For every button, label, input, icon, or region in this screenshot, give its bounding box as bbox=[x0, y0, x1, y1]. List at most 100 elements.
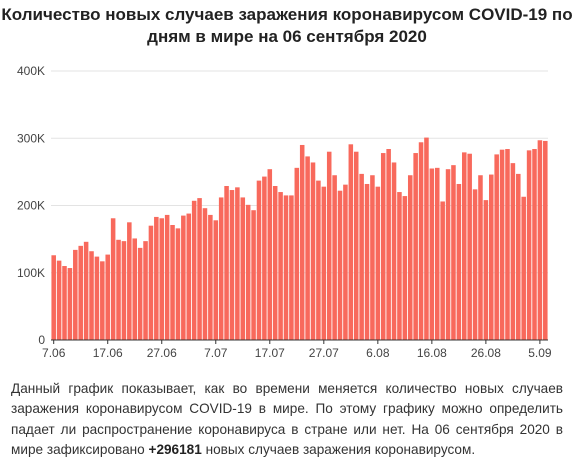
x-tick-label: 16.08 bbox=[417, 346, 447, 360]
bar bbox=[532, 149, 537, 340]
chart-title-line-1: Количество новых случаев заражения корон… bbox=[1, 5, 573, 24]
bar bbox=[467, 153, 472, 340]
bar bbox=[78, 245, 83, 340]
bar bbox=[310, 162, 316, 340]
bar bbox=[127, 222, 132, 340]
bar bbox=[494, 154, 499, 340]
bar bbox=[397, 192, 402, 340]
bar bbox=[424, 137, 429, 340]
bar bbox=[299, 144, 305, 340]
bar bbox=[343, 184, 348, 340]
bar bbox=[132, 238, 137, 340]
chart-description: Данный график показывает, как во времени… bbox=[11, 379, 563, 461]
bar bbox=[235, 187, 240, 340]
bar bbox=[89, 251, 94, 340]
x-tick-label: 6.08 bbox=[366, 346, 390, 360]
bar bbox=[213, 220, 219, 340]
bar bbox=[505, 149, 510, 340]
bar bbox=[316, 180, 321, 340]
bar bbox=[526, 150, 532, 340]
bar bbox=[256, 180, 262, 340]
bar bbox=[537, 140, 543, 340]
bar bbox=[202, 208, 208, 340]
bar bbox=[510, 163, 516, 340]
bar bbox=[348, 144, 354, 340]
bar bbox=[121, 241, 127, 340]
bar bbox=[337, 190, 343, 340]
bar bbox=[245, 204, 251, 340]
bar bbox=[445, 169, 451, 340]
bar bbox=[251, 210, 256, 340]
bar bbox=[294, 167, 300, 340]
bar bbox=[429, 168, 435, 340]
bar bbox=[364, 183, 370, 340]
bar bbox=[110, 218, 116, 340]
bar bbox=[418, 142, 424, 340]
y-tick-label: 200K bbox=[17, 199, 45, 213]
bar bbox=[407, 175, 413, 340]
bar bbox=[100, 261, 105, 340]
bar bbox=[83, 241, 89, 340]
bar bbox=[62, 266, 67, 340]
x-tick-label: 17.07 bbox=[255, 346, 285, 360]
bar bbox=[434, 167, 440, 340]
bar bbox=[164, 214, 170, 340]
bar bbox=[332, 175, 337, 340]
bar bbox=[472, 189, 478, 340]
bar bbox=[483, 200, 489, 340]
x-tick-label: 26.08 bbox=[471, 346, 501, 360]
x-axis-ticks: 7.06 17.06 27.06 7.07 17.07 27.07 6.08 16.08 26.… bbox=[42, 340, 552, 360]
bar bbox=[326, 151, 332, 340]
bar bbox=[159, 218, 165, 340]
bar bbox=[380, 153, 386, 340]
bar bbox=[272, 186, 278, 340]
bar bbox=[478, 175, 483, 340]
bar bbox=[181, 215, 186, 340]
y-tick-label: 300K bbox=[17, 131, 45, 145]
bar bbox=[456, 183, 462, 340]
bar bbox=[267, 169, 273, 340]
bar bbox=[175, 228, 181, 340]
bar bbox=[197, 198, 202, 340]
description-text-after: новых случаев заражения коронавирусом. bbox=[201, 442, 476, 458]
chart-title: Количество новых случаев заражения корон… bbox=[0, 4, 574, 48]
chart-title-line-2: дням в мире на 06 сентября 2020 bbox=[147, 27, 427, 46]
bar bbox=[489, 174, 494, 340]
bar bbox=[440, 201, 445, 340]
bar bbox=[305, 156, 310, 340]
bar bbox=[353, 151, 359, 340]
bar bbox=[359, 173, 364, 340]
bar bbox=[391, 162, 397, 340]
bar bbox=[148, 225, 154, 340]
bar bbox=[499, 149, 505, 340]
bar bbox=[229, 190, 235, 340]
bar bbox=[521, 196, 526, 340]
description-text-before: Данный график показывает, как во времени… bbox=[11, 381, 563, 458]
bar bbox=[262, 176, 267, 340]
x-tick-label: 27.07 bbox=[309, 346, 339, 360]
bar bbox=[402, 196, 408, 340]
bar bbox=[462, 152, 467, 340]
bar bbox=[321, 186, 327, 340]
x-tick-label: 7.06 bbox=[42, 346, 66, 360]
bar bbox=[73, 249, 78, 340]
bar bbox=[451, 165, 456, 340]
bar bbox=[224, 186, 229, 340]
bar bbox=[543, 140, 548, 340]
bar bbox=[51, 255, 56, 340]
bar bbox=[94, 256, 100, 340]
bar bbox=[191, 200, 197, 340]
bar bbox=[137, 247, 143, 340]
bar bbox=[116, 239, 121, 340]
bar bbox=[186, 213, 192, 340]
bar bbox=[154, 216, 159, 340]
bar bbox=[278, 192, 283, 340]
x-tick-label: 5.09 bbox=[528, 346, 552, 360]
bar bbox=[289, 195, 294, 340]
y-tick-label: 100K bbox=[17, 266, 45, 280]
bar-chart: 0 100K 200K 300K 400K 7.06 17.06 27.06 7.07 17.0… bbox=[17, 64, 552, 360]
bars bbox=[51, 137, 548, 340]
x-tick-label: 7.07 bbox=[204, 346, 228, 360]
new-cases-count: +296181 bbox=[148, 442, 202, 458]
bar bbox=[67, 268, 73, 340]
